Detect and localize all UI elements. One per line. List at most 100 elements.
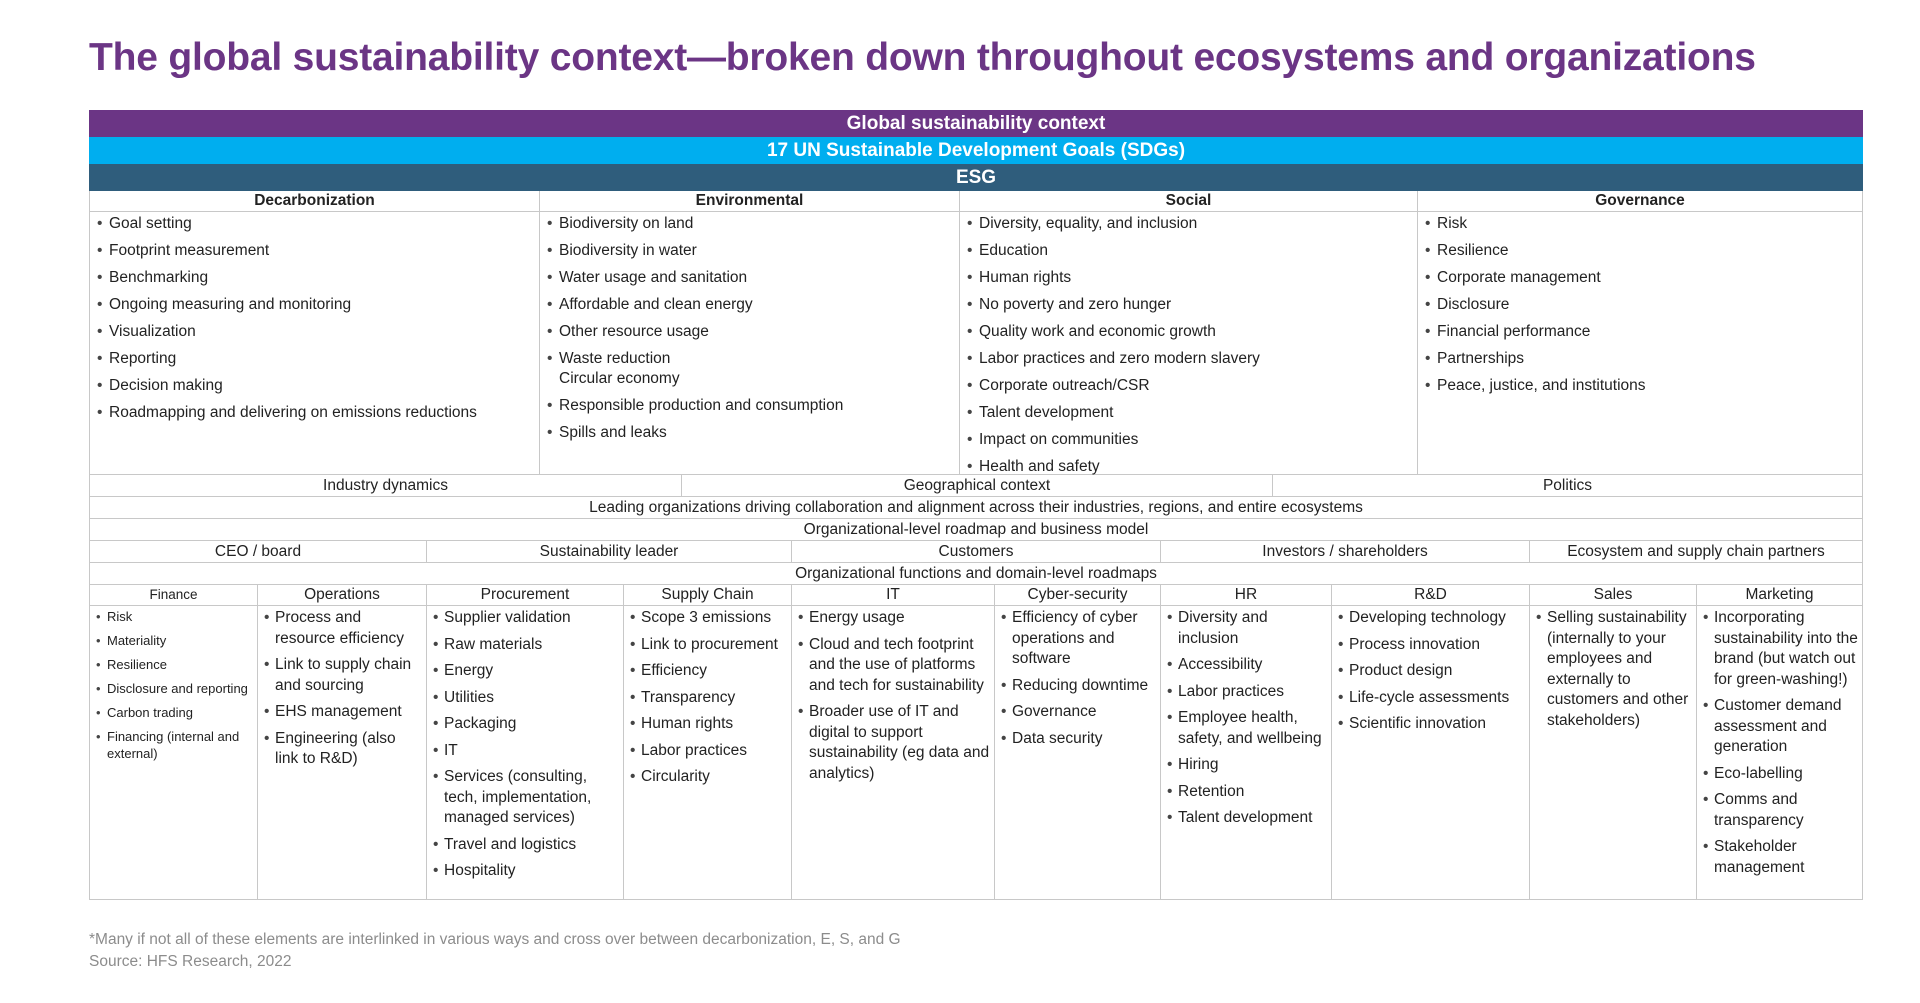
function-column-cyber-security: Efficiency of cyber operations and softw…: [995, 606, 1161, 900]
functions-line: Organizational functions and domain-leve…: [89, 563, 1863, 585]
supply-chain-list: Scope 3 emissions Link to procurement Effi…: [629, 608, 788, 788]
list-item: Talent development: [966, 403, 1413, 423]
sales-list: Selling sustainability (internally to yo…: [1535, 608, 1693, 731]
list-item: Hospitality: [432, 861, 620, 882]
esg-header-decarbonization: Decarbonization: [90, 191, 540, 212]
list-item: Education: [966, 241, 1413, 261]
finance-list: Risk Materiality Resilience Disclosure and …: [95, 608, 254, 762]
list-item: Water usage and sanitation: [546, 268, 955, 288]
it-list: Energy usage Cloud and tech footprint and…: [797, 608, 991, 784]
esg-band: ESG: [89, 164, 1863, 191]
stakeholder-sustainability-leader: Sustainability leader: [427, 541, 792, 563]
list-item: Disclosure and reporting: [95, 680, 254, 697]
function-header-supply-chain: Supply Chain: [624, 585, 792, 606]
decarbonization-list: Goal setting Footprint measurement Benchma…: [96, 214, 535, 423]
list-item: Employee health, safety, and wellbeing: [1166, 708, 1328, 749]
sdg-band: 17 UN Sustainable Development Goals (SDG…: [89, 137, 1863, 164]
list-item: Diversity, equality, and inclusion: [966, 214, 1413, 234]
footnote-text: *Many if not all of these elements are i…: [89, 931, 901, 948]
list-item: Quality work and economic growth: [966, 322, 1413, 342]
function-header-cyber-security: Cyber-security: [995, 585, 1161, 606]
function-header-marketing: Marketing: [1697, 585, 1863, 606]
function-column-sales: Selling sustainability (internally to yo…: [1530, 606, 1697, 900]
list-item: Waste reduction Circular economy: [546, 349, 955, 389]
function-column-procurement: Supplier validation Raw materials Energy Ut…: [427, 606, 624, 900]
list-item: Process innovation: [1337, 635, 1526, 656]
function-column-supply-chain: Scope 3 emissions Link to procurement Effi…: [624, 606, 792, 900]
list-item: Benchmarking: [96, 268, 535, 288]
list-item: Stakeholder management: [1702, 837, 1859, 878]
list-item: Product design: [1337, 661, 1526, 682]
esg-column-governance: Risk Resilience Corporate management Disclo…: [1418, 212, 1863, 475]
global-context-band: Global sustainability context: [89, 110, 1863, 137]
cyber-security-list: Efficiency of cyber operations and softw…: [1000, 608, 1157, 749]
list-item: Reducing downtime: [1000, 676, 1157, 697]
source-text: Source: HFS Research, 2022: [89, 953, 292, 970]
list-item: Scientific innovation: [1337, 714, 1526, 735]
function-column-it: Energy usage Cloud and tech footprint and…: [792, 606, 995, 900]
list-item: Supplier validation: [432, 608, 620, 629]
list-item: Efficiency: [629, 661, 788, 682]
function-column-hr: Diversity and inclusion Accessibility Labo…: [1161, 606, 1332, 900]
marketing-list: Incorporating sustainability into the br…: [1702, 608, 1859, 878]
list-item: Labor practices and zero modern slavery: [966, 349, 1413, 369]
list-item: Services (consulting, tech, implementati…: [432, 767, 620, 829]
esg-header-row: Decarbonization Environmental Social Gov…: [89, 191, 1863, 212]
list-item: Eco-labelling: [1702, 764, 1859, 785]
stakeholder-investors: Investors / shareholders: [1161, 541, 1530, 563]
function-header-finance: Finance: [90, 585, 258, 606]
ecosystem-line: Leading organizations driving collaborat…: [89, 497, 1863, 519]
list-item: Biodiversity on land: [546, 214, 955, 234]
list-item: Scope 3 emissions: [629, 608, 788, 629]
list-item: Risk: [95, 608, 254, 625]
esg-body-row: Goal setting Footprint measurement Benchma…: [89, 212, 1863, 477]
function-column-operations: Process and resource efficiency Link to s…: [258, 606, 427, 900]
list-item: Responsible production and consumption: [546, 396, 955, 416]
list-item: Other resource usage: [546, 322, 955, 342]
list-item: No poverty and zero hunger: [966, 295, 1413, 315]
list-item: Utilities: [432, 688, 620, 709]
list-item: Footprint measurement: [96, 241, 535, 261]
list-item: Selling sustainability (internally to yo…: [1535, 608, 1693, 731]
sustainability-framework: Global sustainability context 17 UN Sust…: [89, 110, 1863, 900]
list-item: Governance: [1000, 702, 1157, 723]
list-item: Link to procurement: [629, 635, 788, 656]
footnote-block: *Many if not all of these elements are i…: [89, 929, 901, 973]
list-item: Labor practices: [629, 741, 788, 762]
function-header-sales: Sales: [1530, 585, 1697, 606]
context-industry-dynamics: Industry dynamics: [90, 475, 682, 497]
list-item: Financial performance: [1424, 322, 1858, 342]
list-item: Goal setting: [96, 214, 535, 234]
stakeholders-row: CEO / board Sustainability leader Custom…: [89, 541, 1863, 563]
list-item: Packaging: [432, 714, 620, 735]
list-item: Energy: [432, 661, 620, 682]
functions-body-row: Risk Materiality Resilience Disclosure and …: [89, 606, 1863, 900]
list-item: Reporting: [96, 349, 535, 369]
list-item: Materiality: [95, 632, 254, 649]
list-item: Financing (internal and external): [95, 728, 254, 762]
functions-header-row: Finance Operations Procurement Supply Ch…: [89, 585, 1863, 606]
list-item: IT: [432, 741, 620, 762]
page-title: The global sustainability context—broken…: [89, 36, 1756, 79]
esg-column-social: Diversity, equality, and inclusion Educat…: [960, 212, 1418, 477]
governance-list: Risk Resilience Corporate management Disclo…: [1424, 214, 1858, 396]
function-column-marketing: Incorporating sustainability into the br…: [1697, 606, 1863, 900]
function-header-procurement: Procurement: [427, 585, 624, 606]
list-item: Travel and logistics: [432, 835, 620, 856]
esg-column-environmental: Biodiversity on land Biodiversity in wate…: [540, 212, 960, 475]
context-politics: Politics: [1273, 475, 1863, 497]
list-item: Resilience: [95, 656, 254, 673]
list-item: Health and safety: [966, 457, 1413, 477]
function-header-hr: HR: [1161, 585, 1332, 606]
list-item: Transparency: [629, 688, 788, 709]
context-geographical: Geographical context: [682, 475, 1273, 497]
esg-header-social: Social: [960, 191, 1418, 212]
list-item: Visualization: [96, 322, 535, 342]
org-roadmap-line: Organizational-level roadmap and busines…: [89, 519, 1863, 541]
list-item: Comms and transparency: [1702, 790, 1859, 831]
function-header-operations: Operations: [258, 585, 427, 606]
esg-header-governance: Governance: [1418, 191, 1863, 212]
list-item: Data security: [1000, 729, 1157, 750]
list-item: Decision making: [96, 376, 535, 396]
list-item: Efficiency of cyber operations and softw…: [1000, 608, 1157, 670]
